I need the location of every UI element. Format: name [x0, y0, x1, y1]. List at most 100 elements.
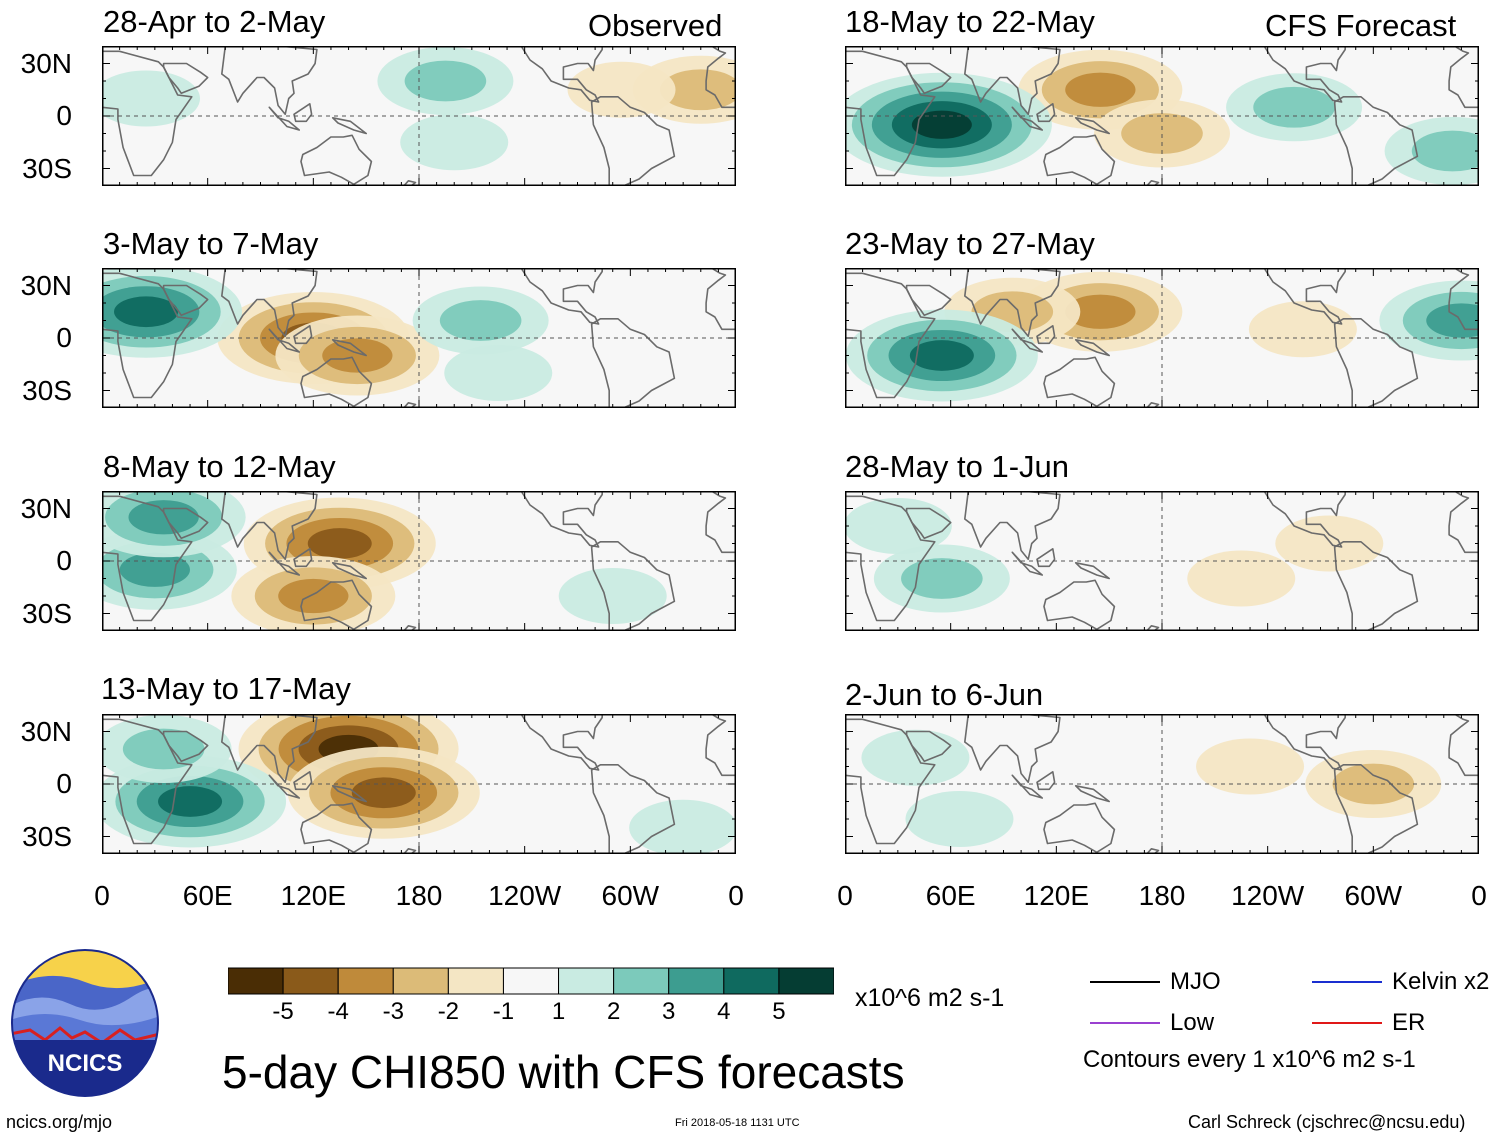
lat-tick-label: 0: [56, 768, 72, 799]
coastline: [1145, 848, 1160, 854]
coastline: [1448, 268, 1479, 331]
panel-title-fc-2: 23-May to 27-May: [845, 226, 1095, 261]
lon-tick-label: 0: [837, 880, 853, 911]
coastline: [102, 718, 193, 845]
lon-tick-label: 120W: [1231, 880, 1305, 911]
coastline: [268, 106, 300, 131]
lon-tick-label: 0: [94, 880, 110, 911]
coastline: [162, 284, 209, 317]
coastline: [845, 718, 936, 845]
coastline: [1011, 774, 1043, 799]
anomaly-shade-5-4-2: [1253, 86, 1335, 128]
map-panel-obs-1: [102, 46, 736, 186]
coastline: [1011, 106, 1043, 131]
colorbar-swatch: [228, 967, 284, 995]
colorbar-label: -2: [437, 998, 460, 1025]
coastline: [1036, 770, 1056, 791]
anomaly-shade-7-4-1: [1275, 515, 1384, 572]
colorbar-swatch: [337, 967, 394, 995]
coastline: [1333, 317, 1419, 408]
legend-swatch-mjo: [1090, 981, 1160, 983]
anomaly-shade-8-4-1: [1196, 738, 1305, 795]
coastline: [1145, 180, 1160, 186]
colorbar-units: x10^6 m2 s-1: [855, 984, 1005, 1012]
colorbar-label: 3: [662, 998, 676, 1025]
coastline: [1043, 802, 1116, 854]
lon-tick-label: 120E: [280, 880, 347, 911]
coastline: [162, 507, 209, 540]
panel-title-fc-4: 2-Jun to 6-Jun: [845, 677, 1044, 712]
anomaly-shade-7-1-2: [901, 558, 983, 599]
coastline: [705, 491, 736, 554]
coastline: [845, 272, 936, 399]
coastline: [1074, 785, 1111, 803]
anomaly-shade-2-2-3: [322, 338, 393, 373]
coastline: [293, 547, 313, 568]
coastline: [331, 339, 368, 357]
anomaly-shade-3-5-1: [558, 568, 667, 624]
colorbar-swatch: [668, 967, 725, 995]
coastline: [520, 714, 604, 771]
logo-text: NCICS: [48, 1050, 123, 1077]
panel-title-fc-3: 28-May to 1-Jun: [845, 449, 1069, 484]
coastline: [590, 95, 676, 186]
coastline: [905, 284, 952, 317]
anomaly-shade-4-5-1: [629, 799, 736, 854]
anomaly-shade-1-4-1: [567, 61, 676, 118]
lon-tick-label: 60W: [1344, 880, 1403, 911]
coastline: [1333, 540, 1419, 631]
coastline: [1448, 714, 1479, 777]
colorbar-swatch: [282, 967, 339, 995]
lat-tick-label: 30N: [20, 715, 72, 747]
coastline: [905, 730, 952, 763]
main-title: 5-day CHI850 with CFS forecasts: [222, 1046, 905, 1098]
coastline: [1011, 551, 1043, 576]
coastline: [268, 328, 300, 353]
ncics-logo: NCICS: [11, 949, 159, 1097]
coastline: [1448, 491, 1479, 554]
coastline: [964, 714, 1061, 784]
coastline: [1036, 324, 1056, 345]
panel-title-obs-4: 13-May to 17-May: [101, 671, 351, 706]
lat-tick-label: 30N: [20, 47, 72, 79]
anomaly-shade-1-1-2: [404, 60, 487, 102]
lon-tick-label: 180: [395, 880, 443, 911]
colorbar-swatch: [613, 967, 670, 995]
anomaly-shade-5-1-3: [1065, 72, 1136, 107]
legend-note: Contours every 1 x10^6 m2 s-1: [1083, 1046, 1416, 1073]
coastline: [293, 102, 313, 123]
lon-tick-label: 60W: [601, 880, 660, 911]
coastline: [221, 714, 318, 784]
colorbar-label: 1: [551, 998, 566, 1025]
coastline: [402, 848, 417, 854]
coastline: [1011, 328, 1043, 353]
lon-tick-label: 60E: [925, 880, 976, 911]
colorbar-label: -1: [492, 998, 515, 1025]
legend-label-mjo: MJO: [1170, 968, 1221, 995]
coastline: [845, 495, 936, 622]
coastline: [1263, 491, 1347, 548]
anomaly-shade-3-4-3: [128, 500, 199, 535]
coastline: [1145, 402, 1160, 408]
colorbar-label: -5: [272, 998, 294, 1025]
coastline: [221, 46, 318, 116]
panel-title-obs-2: 3-May to 7-May: [103, 226, 319, 261]
coastline: [1145, 625, 1160, 631]
coastline: [1074, 562, 1111, 580]
colorbar-swatch: [558, 967, 615, 995]
coastline: [1263, 46, 1347, 103]
legend-label-low: Low: [1170, 1009, 1215, 1036]
lat-tick-label: 30N: [20, 269, 72, 301]
colorbar-label: 4: [717, 998, 731, 1025]
anomaly-shade-8-3-1: [905, 791, 1014, 847]
coastline: [1074, 339, 1111, 357]
coastline: [102, 495, 193, 622]
coastline: [590, 763, 676, 854]
coastline: [1043, 134, 1116, 186]
coastline: [1263, 714, 1347, 771]
anomaly-shade-3-3-3: [119, 552, 190, 587]
coastline: [221, 268, 318, 338]
colorbar-swatch: [778, 967, 834, 995]
forecast-label: CFS Forecast: [1265, 8, 1457, 43]
coastline: [705, 46, 736, 109]
